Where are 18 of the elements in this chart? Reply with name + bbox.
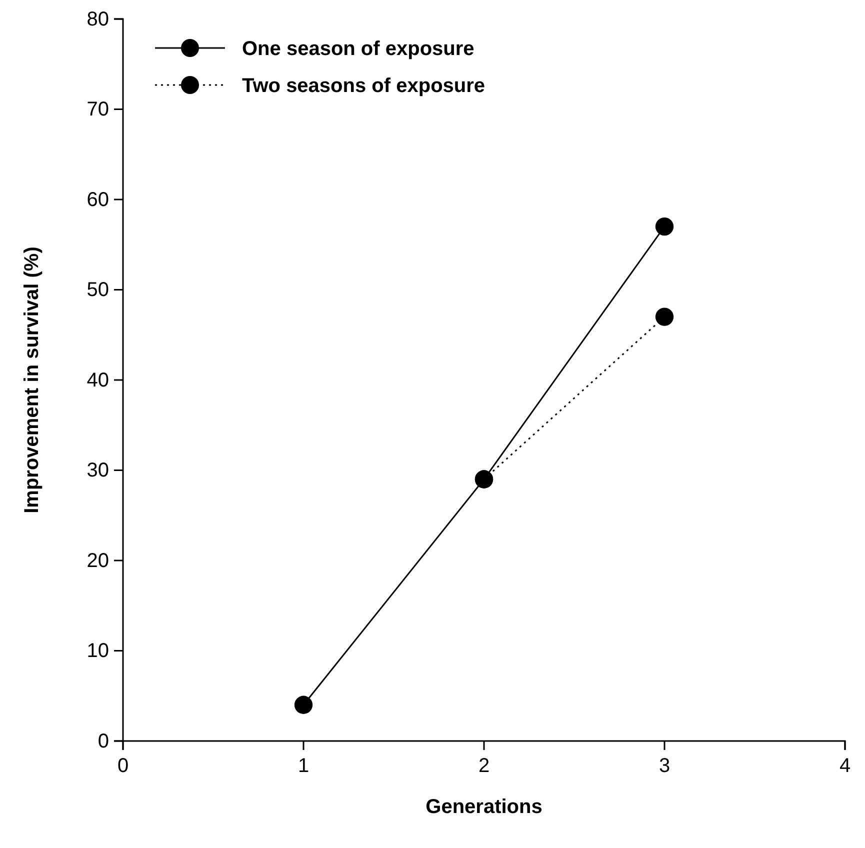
y-tick-label: 20 xyxy=(86,550,109,572)
y-axis-title: Improvement in survival (%) xyxy=(21,246,43,514)
legend-label: Two seasons of exposure xyxy=(242,75,486,97)
x-tick-label: 4 xyxy=(839,755,851,778)
y-tick-label: 30 xyxy=(86,460,109,482)
y-tick-label: 50 xyxy=(86,279,109,302)
y-tick-label: 70 xyxy=(86,98,109,121)
y-tick-label: 40 xyxy=(86,369,109,392)
x-tick-label: 3 xyxy=(658,755,670,778)
x-axis-title: Generations xyxy=(426,796,542,818)
x-tick-label: 1 xyxy=(298,755,310,778)
legend-label: One season of exposure xyxy=(242,38,474,60)
x-tick-label: 2 xyxy=(478,755,490,778)
y-tick-label: 80 xyxy=(86,8,109,30)
y-tick-label: 0 xyxy=(98,730,109,752)
y-tick-label: 60 xyxy=(86,188,109,211)
x-tick-label: 0 xyxy=(117,755,129,778)
y-tick-label: 10 xyxy=(86,640,109,662)
